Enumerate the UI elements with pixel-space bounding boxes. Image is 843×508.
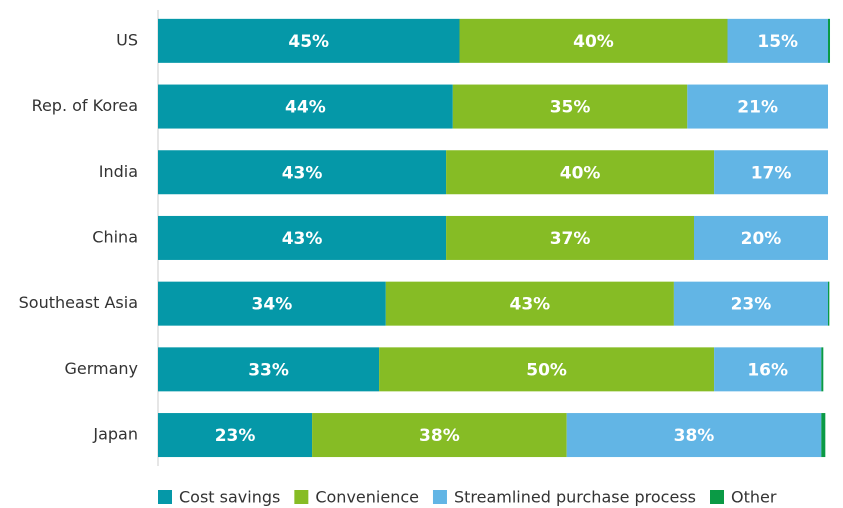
bar-segment [828,18,831,63]
category-label: Rep. of Korea [32,96,138,115]
data-label: 35% [550,98,591,118]
bar-segment [687,84,828,129]
bar-segment [673,281,828,326]
legend-label: Cost savings [179,488,280,507]
bar-segment [694,215,828,260]
legend-label: Convenience [315,488,419,507]
category-label: China [92,227,138,246]
bar-segment [158,84,453,129]
bar-segment [714,150,828,195]
bar-segment [727,18,828,63]
legend-swatch [294,490,309,504]
data-label: 16% [747,360,788,380]
bar-segment [379,347,715,392]
bar-segment [158,413,313,458]
data-label: 50% [526,360,567,380]
data-label: 45% [288,32,329,52]
legend-label: Other [731,488,777,507]
category-label: Southeast Asia [19,293,138,312]
bar-segment [385,281,674,326]
category-label: US [116,30,138,49]
data-label: 40% [573,32,614,52]
bar-segment [566,413,822,458]
data-label: 38% [674,426,715,446]
data-label: 43% [282,163,323,183]
category-label: Japan [92,425,138,444]
bar-segment [452,84,688,129]
bar-segment [459,18,728,63]
bar-segment [158,18,460,63]
legend-label: Streamlined purchase process [454,488,696,507]
data-label: 15% [757,32,798,52]
data-label: 23% [731,295,772,315]
bar-segment [158,281,386,326]
bar-segment [446,150,715,195]
data-label: 33% [248,360,289,380]
bar-segment [714,347,822,392]
legend-swatch [710,490,724,504]
bar-segment [158,150,447,195]
data-label: 21% [737,98,778,118]
legend-swatch [432,490,447,504]
bar-segment [158,215,447,260]
bar-segment [821,347,824,392]
data-label: 38% [419,426,460,446]
bar-segment [821,413,826,458]
category-label: India [99,162,138,181]
data-label: 40% [560,163,601,183]
data-label: 43% [282,229,323,249]
bar-segment [828,281,830,326]
data-label: 23% [215,426,256,446]
data-label: 20% [741,229,782,249]
data-label: 34% [252,295,293,315]
bar-segment [312,413,567,458]
category-label: Germany [64,359,138,378]
data-label: 44% [285,98,326,118]
data-label: 43% [509,295,550,315]
bar-segment [158,347,380,392]
data-label: 37% [550,229,591,249]
legend-swatch [158,490,172,504]
data-label: 17% [751,163,792,183]
bar-segment [446,215,694,260]
